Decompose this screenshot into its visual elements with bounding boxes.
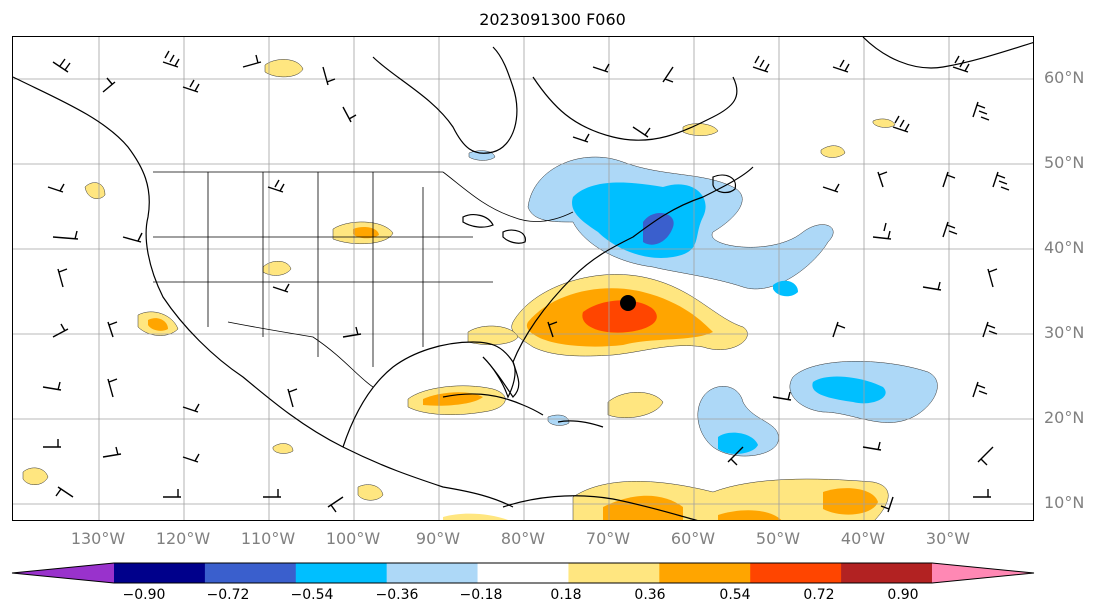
border-layer (153, 171, 574, 388)
lon-label: 110°W (240, 529, 296, 548)
colorbar-tick: 0.18 (550, 587, 582, 603)
colorbar-segment (114, 563, 206, 583)
lon-label: 120°W (155, 529, 211, 548)
colorbar-extend-low (12, 563, 114, 583)
newfoundland (712, 174, 737, 194)
great-lakes (462, 214, 526, 244)
lat-label: 60°N (1044, 68, 1085, 87)
lon-label: 50°W (755, 529, 801, 548)
wind-barb-layer (42, 50, 1010, 513)
colorbar-tick: 0.36 (634, 587, 666, 603)
hudson-bay (372, 46, 518, 154)
lat-label: 40°N (1044, 238, 1085, 257)
colorbar-tick: −0.90 (122, 587, 166, 603)
lon-label: 130°W (70, 529, 126, 548)
lat-label: 50°N (1044, 153, 1085, 172)
storm-center-marker (620, 295, 636, 311)
lon-label: 60°W (670, 529, 716, 548)
colorbar-segment (477, 563, 569, 583)
greenland-south (862, 37, 1033, 69)
lon-label: 80°W (500, 529, 546, 548)
coastline-layer (13, 37, 1033, 520)
lon-label: 100°W (325, 529, 381, 548)
colorbar-tick: 0.72 (803, 587, 835, 603)
colorbar-segment (295, 563, 388, 583)
lat-label: 20°N (1044, 408, 1085, 427)
colorbar-tick: 0.90 (887, 587, 919, 603)
lon-label: 70°W (585, 529, 631, 548)
cuba (442, 393, 544, 416)
south-america-north (502, 495, 698, 520)
colorbar-segment (750, 563, 842, 583)
graticule (13, 37, 1033, 520)
us-mexico-border (227, 321, 374, 388)
gulf-coast (342, 341, 520, 448)
colorbar-segment (204, 563, 297, 583)
lon-label: 90°W (415, 529, 461, 548)
colorbar (11, 562, 1035, 584)
florida (482, 356, 516, 399)
colorbar-tick: −0.72 (206, 587, 250, 603)
colorbar-tick: −0.36 (375, 587, 419, 603)
colorbar-tick: −0.18 (459, 587, 503, 603)
lat-label: 10°N (1044, 493, 1085, 512)
lat-label: 30°N (1044, 323, 1085, 342)
lon-label: 40°W (840, 529, 886, 548)
colorbar-segment (386, 563, 479, 583)
hispaniola (557, 420, 604, 428)
lon-label: 30°W (925, 529, 971, 548)
north-america-west-coast (13, 76, 514, 508)
colorbar-tick: −0.54 (290, 587, 334, 603)
colorbar-extend-high (932, 563, 1034, 583)
colorbar-segment (659, 563, 751, 583)
map-title: 2023091300 F060 (479, 10, 626, 29)
labrador-coast (532, 76, 738, 141)
colorbar-segment (841, 563, 933, 583)
weather-map (12, 36, 1034, 521)
colorbar-tick: 0.54 (719, 587, 751, 603)
colorbar-segment (568, 563, 660, 583)
east-coast (512, 166, 754, 363)
